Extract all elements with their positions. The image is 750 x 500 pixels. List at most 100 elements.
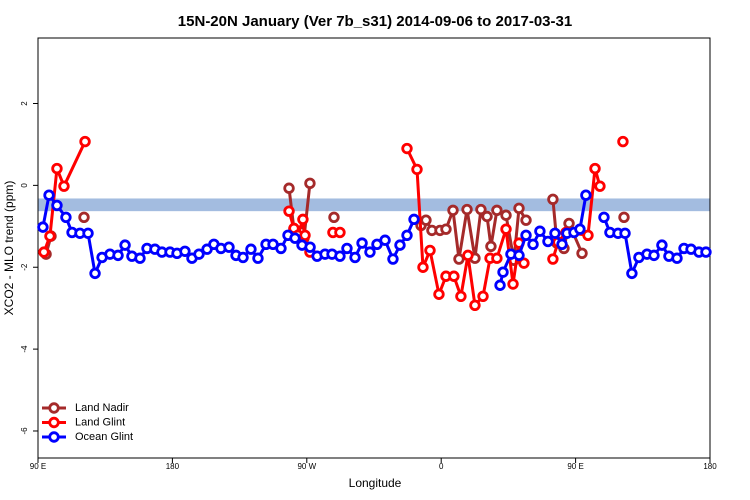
data-point xyxy=(299,229,311,242)
data-point xyxy=(179,245,191,257)
x-tick-label: 180 xyxy=(703,462,717,471)
legend-marker xyxy=(48,402,60,414)
data-point xyxy=(252,252,264,264)
data-point xyxy=(275,242,287,255)
data-point xyxy=(401,229,413,242)
data-point xyxy=(500,209,512,221)
data-point xyxy=(477,290,489,303)
x-tick-label: 0 xyxy=(439,462,444,471)
y-axis-label: XCO2 - MLO trend (ppm) xyxy=(2,181,16,316)
y-tick-label: -2 xyxy=(20,263,29,271)
data-point xyxy=(497,266,509,278)
data-point xyxy=(58,180,70,192)
data-point xyxy=(341,242,353,255)
data-point xyxy=(89,267,101,280)
x-tick-label: 90 E xyxy=(30,462,46,471)
y-tick-label: 2 xyxy=(20,101,29,106)
data-point xyxy=(245,243,257,255)
data-point xyxy=(453,253,465,265)
data-point xyxy=(112,249,124,262)
y-tick-label: -6 xyxy=(20,427,29,435)
chart-title: 15N-20N January (Ver 7b_s31) 2014-09-06 … xyxy=(178,13,572,30)
data-point xyxy=(289,232,301,244)
data-point xyxy=(283,205,295,217)
data-point xyxy=(424,244,436,257)
data-point xyxy=(304,241,316,253)
data-point xyxy=(237,251,249,264)
data-point xyxy=(469,299,481,312)
data-point xyxy=(43,189,55,201)
data-point xyxy=(38,246,50,258)
data-point xyxy=(334,250,346,262)
data-point xyxy=(619,227,631,239)
x-tick-label: 90 W xyxy=(297,462,316,471)
data-point xyxy=(328,211,340,223)
data-point xyxy=(520,229,532,242)
data-point xyxy=(411,163,423,176)
data-point xyxy=(304,177,316,190)
data-point xyxy=(671,252,683,264)
data-point xyxy=(547,253,559,265)
data-point xyxy=(119,239,131,251)
data-point xyxy=(37,221,49,233)
data-point xyxy=(580,189,592,201)
data-point xyxy=(648,249,660,262)
data-point xyxy=(589,162,601,175)
data-point xyxy=(527,238,539,251)
data-point xyxy=(51,199,63,212)
y-tick-label: -4 xyxy=(20,345,29,353)
data-point xyxy=(582,229,594,242)
data-point xyxy=(447,204,459,217)
data-point xyxy=(491,204,503,217)
x-tick-label: 90 E xyxy=(567,462,583,471)
data-point xyxy=(394,239,406,251)
data-point xyxy=(134,252,146,264)
data-point xyxy=(481,210,493,223)
data-point xyxy=(455,290,467,303)
data-point xyxy=(420,214,432,226)
data-point xyxy=(364,246,376,258)
data-point xyxy=(193,248,205,260)
data-point xyxy=(44,230,56,242)
data-point xyxy=(518,257,530,269)
legend-label: Land Glint xyxy=(75,416,125,428)
y-tick-label: 0 xyxy=(20,183,29,188)
data-point xyxy=(556,238,568,251)
legend-label: Ocean Glint xyxy=(75,431,133,443)
data-point xyxy=(379,234,391,246)
data-point xyxy=(387,253,399,265)
data-point xyxy=(356,237,368,249)
legend-label: Land Nadir xyxy=(75,402,129,414)
data-point xyxy=(594,180,606,192)
data-point xyxy=(542,235,554,248)
data-point xyxy=(617,135,629,148)
data-point xyxy=(462,249,474,262)
data-point xyxy=(401,142,413,155)
data-point xyxy=(475,203,487,216)
data-point xyxy=(534,225,546,237)
data-point xyxy=(440,223,452,235)
data-point xyxy=(656,239,668,251)
data-point xyxy=(494,279,506,291)
data-point xyxy=(513,202,525,214)
data-point xyxy=(297,213,309,226)
data-point xyxy=(417,261,429,273)
x-tick-label: 180 xyxy=(166,462,180,471)
data-point xyxy=(283,182,295,194)
data-point xyxy=(500,223,512,235)
legend-marker xyxy=(48,416,60,429)
data-point xyxy=(448,270,460,282)
data-point xyxy=(60,211,72,223)
data-point xyxy=(598,211,610,223)
data-point xyxy=(547,193,559,205)
data-point xyxy=(700,246,712,258)
legend-marker xyxy=(48,431,60,443)
data-point xyxy=(491,252,503,264)
data-point xyxy=(51,162,63,175)
data-point xyxy=(507,278,519,290)
data-point xyxy=(563,217,575,230)
data-point xyxy=(82,227,94,239)
data-point xyxy=(461,203,473,216)
plot-frame xyxy=(37,37,711,459)
data-point xyxy=(408,213,420,226)
